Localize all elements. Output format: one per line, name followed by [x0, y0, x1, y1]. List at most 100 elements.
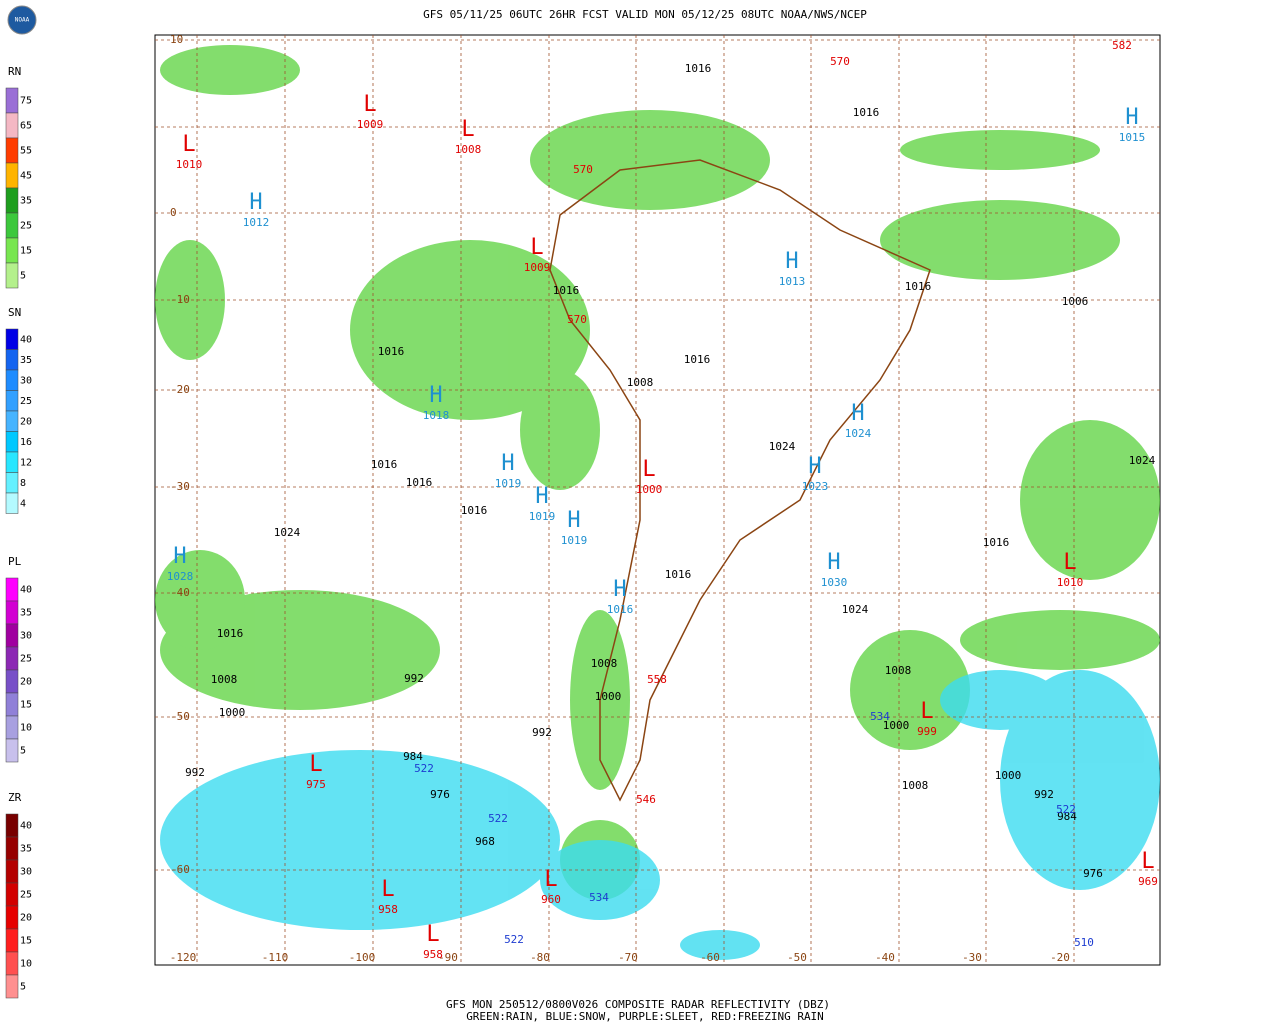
legend-swatch [5, 431, 19, 453]
legend-label: 75 [20, 96, 32, 107]
noaa-logo [7, 5, 37, 35]
high-letter: H [501, 451, 514, 476]
precip-snow [160, 670, 1160, 960]
low-value: 1000 [636, 483, 663, 496]
legend-label: 20 [20, 913, 32, 924]
low-letter: L [309, 752, 322, 777]
isobar-label: 968 [475, 835, 495, 848]
legend-title: ZR [8, 791, 22, 804]
legend-swatch [5, 112, 19, 139]
isobar-label: 1016 [685, 62, 712, 75]
low-value: 999 [917, 725, 937, 738]
isobar-label: 984 [403, 750, 423, 763]
legend-label: 40 [20, 585, 32, 596]
longitude-label: -20 [1050, 951, 1070, 964]
high-value: 1019 [561, 534, 588, 547]
legend-label: 16 [20, 437, 32, 448]
high-value: 1015 [1119, 131, 1146, 144]
thickness-label: 522 [488, 812, 508, 825]
legend-label: 25 [20, 654, 32, 665]
legend-swatch [5, 328, 19, 350]
legend-swatch [5, 212, 19, 239]
legend-label: 5 [20, 982, 26, 993]
legend-swatch [5, 472, 19, 494]
legend-swatch [5, 646, 19, 671]
legend-label: 15 [20, 246, 32, 257]
longitude-label: -30 [962, 951, 982, 964]
legend-label: 10 [20, 959, 32, 970]
legend-swatch [5, 974, 19, 999]
legend-swatch [5, 882, 19, 907]
isobar-label: 984 [1057, 810, 1077, 823]
title: GFS 05/11/25 06UTC 26HR FCST VALID MON 0… [423, 8, 867, 21]
legend-label: 8 [20, 478, 26, 489]
latitude-label: -10 [170, 293, 190, 306]
thickness-label: 558 [647, 673, 667, 686]
longitude-label: -50 [787, 951, 807, 964]
legend-swatch [5, 87, 19, 114]
low-value: 1008 [455, 143, 482, 156]
isobar-label: 1016 [217, 627, 244, 640]
isobar-label: 1016 [406, 476, 433, 489]
legend-title: RN [8, 65, 21, 78]
legend-swatch [5, 951, 19, 976]
legend-swatch [5, 262, 19, 289]
logo-text: NOAA [15, 17, 30, 24]
legend-label: 4 [20, 498, 26, 509]
isobar-label: 1024 [1129, 454, 1156, 467]
low-letter: L [920, 699, 933, 724]
legend-swatch [5, 451, 19, 473]
isobar-label: 1016 [461, 504, 488, 517]
legend-swatch [5, 187, 19, 214]
longitude-label: -70 [618, 951, 638, 964]
low-letter: L [426, 922, 439, 947]
high-value: 1019 [529, 510, 556, 523]
isobar-label: 1016 [665, 568, 692, 581]
high-value: 1013 [779, 275, 806, 288]
isobar-label: 1008 [885, 664, 912, 677]
thickness-label: 582 [1112, 39, 1132, 52]
isobar-label: 1016 [378, 345, 405, 358]
legend-swatch [5, 492, 19, 514]
legend-label: 20 [20, 677, 32, 688]
low-value: 975 [306, 778, 326, 791]
legend-label: 5 [20, 746, 26, 757]
legend-label: 65 [20, 121, 32, 132]
high-value: 1024 [845, 427, 872, 440]
isobar-label: 1024 [842, 603, 869, 616]
low-value: 969 [1138, 875, 1158, 888]
thickness-label: 534 [589, 891, 609, 904]
thickness-label: 522 [414, 762, 434, 775]
high-letter: H [567, 508, 580, 533]
legend-label: 55 [20, 146, 32, 157]
legend-label: 15 [20, 936, 32, 947]
isobar-label: 1006 [1062, 295, 1089, 308]
longitude-label: -60 [700, 951, 720, 964]
thickness-label: 510 [1074, 936, 1094, 949]
high-letter: H [1125, 105, 1138, 130]
high-letter: H [785, 249, 798, 274]
high-letter: H [429, 383, 442, 408]
legend-title: SN [8, 306, 21, 319]
low-letter: L [1063, 550, 1076, 575]
low-letter: L [544, 867, 557, 892]
latitude-label: -30 [170, 480, 190, 493]
low-letter: L [461, 117, 474, 142]
legend-swatch [5, 836, 19, 861]
legend-label: 25 [20, 221, 32, 232]
isobar-label: 1016 [983, 536, 1010, 549]
low-value: 958 [378, 903, 398, 916]
legend-swatch [5, 600, 19, 625]
thickness-label: 534 [870, 710, 890, 723]
low-value: 1010 [176, 158, 203, 171]
low-value: 958 [423, 948, 443, 961]
isobar-label: 1008 [211, 673, 238, 686]
isobar-label: 1016 [553, 284, 580, 297]
low-letter: L [182, 132, 195, 157]
legend-label: 25 [20, 396, 32, 407]
latitude-label: -40 [170, 586, 190, 599]
low-letter: L [530, 235, 543, 260]
legend-swatch [5, 928, 19, 953]
high-letter: H [173, 544, 186, 569]
